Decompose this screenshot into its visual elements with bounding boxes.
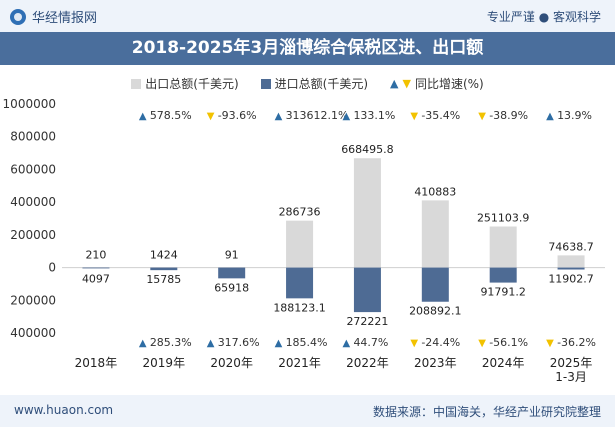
chart-area: 1000000 800000 600000 400000 200000 0 200000 40… (3, 97, 605, 384)
triangle-down-icon: ▼ (207, 111, 215, 122)
export-yoy-label: 13.9% (557, 109, 592, 122)
x-tick-label: 2025年 (550, 356, 593, 370)
x-tick-label: 2024年 (482, 356, 525, 370)
triangle-up-icon: ▲ (275, 338, 283, 349)
triangle-up-icon: ▲ (275, 111, 283, 122)
import-yoy-label: -24.4% (421, 336, 460, 349)
title-bar: 2018-2025年3月淄博综合保税区进、出口额 (0, 32, 615, 65)
y-tick-label: 800000 (10, 130, 56, 144)
triangle-down-icon: ▼ (478, 111, 486, 122)
legend-yoy-label: 同比增速(%) (414, 77, 484, 91)
y-tick-label: 200000 (10, 228, 56, 242)
footer-bar: www.huaon.com 数据来源：中国海关，华经产业研究院整理 (0, 395, 615, 427)
triangle-up-icon: ▲ (342, 338, 350, 349)
import-yoy-label: 317.6% (218, 336, 260, 349)
footer-url[interactable]: www.huaon.com (14, 403, 114, 417)
import-bar (286, 267, 314, 299)
export-bar (421, 200, 449, 268)
x-tick-label: 2021年 (278, 356, 321, 370)
legend-export[interactable]: 出口总额(千美元) (131, 75, 239, 92)
triangle-up-icon: ▲ (342, 111, 350, 122)
export-value-label: 1424 (150, 249, 178, 262)
import-bar (489, 267, 517, 283)
triangle-up-icon: ▲ (139, 338, 147, 349)
x-tick-label: 2022年 (346, 356, 389, 370)
export-value-label: 286736 (279, 206, 321, 219)
import-value-label: 15785 (146, 273, 181, 286)
import-bar (353, 267, 381, 313)
triangle-up-icon: ▲ (546, 111, 554, 122)
x-tick-label: 2019年 (143, 356, 186, 370)
triangle-down-icon: ▼ (402, 76, 411, 90)
triangle-down-icon: ▼ (546, 338, 554, 349)
triangle-down-icon: ▼ (478, 338, 486, 349)
export-value-label: 410883 (414, 185, 456, 198)
import-value-label: 272221 (346, 315, 388, 328)
export-yoy-label: -35.4% (421, 109, 460, 122)
legend-yoy[interactable]: ▲ ▼ 同比增速(%) (390, 75, 484, 92)
import-bar (218, 267, 246, 279)
import-yoy-label: 44.7% (353, 336, 388, 349)
import-bar (421, 267, 449, 302)
y-tick-label: 200000 (10, 293, 56, 307)
export-value-label: 668495.8 (341, 143, 394, 156)
y-tick-label: 0 (48, 261, 56, 275)
export-bar (557, 255, 585, 268)
import-yoy-label: -36.2% (557, 336, 596, 349)
import-value-label: 11902.7 (548, 273, 594, 286)
brand-name: 华经情报网 (32, 11, 98, 26)
brand-logo-icon (10, 8, 26, 25)
y-tick-label: 600000 (10, 162, 56, 176)
legend-import-label: 进口总额(千美元) (274, 77, 369, 91)
top-bar: 华经情报网 专业严谨 ● 客观科学 (0, 0, 615, 32)
legend-import-swatch (260, 78, 271, 89)
import-bar (150, 267, 178, 271)
triangle-up-icon: ▲ (207, 338, 215, 349)
y-tick-label: 400000 (10, 326, 56, 340)
x-tick-label: 2018年 (75, 356, 118, 370)
legend-export-label: 出口总额(千美元) (145, 77, 239, 91)
triangle-up-icon: ▲ (390, 76, 399, 90)
export-bar (353, 158, 381, 268)
import-value-label: 208892.1 (409, 305, 462, 318)
import-value-label: 4097 (82, 273, 110, 286)
tagline: 专业严谨 ● 客观科学 (486, 10, 601, 24)
y-tick-label: 1000000 (3, 97, 56, 111)
import-yoy-label: -56.1% (489, 336, 528, 349)
export-yoy-label: 578.5% (150, 109, 192, 122)
import-yoy-label: 185.4% (286, 336, 328, 349)
export-yoy-label: 313612.1% (286, 109, 349, 122)
import-value-label: 188123.1 (273, 301, 326, 314)
x-tick-label: 2020年 (210, 356, 253, 370)
x-tick-label: 1-3月 (555, 370, 587, 384)
legend-import[interactable]: 进口总额(千美元) (260, 75, 369, 92)
import-value-label: 91791.2 (480, 286, 526, 299)
export-value-label: 91 (225, 249, 239, 262)
y-tick-label: 400000 (10, 195, 56, 209)
triangle-up-icon: ▲ (139, 111, 147, 122)
footer-source: 数据来源：中国海关，华经产业研究院整理 (372, 405, 601, 419)
export-value-label: 210 (85, 249, 106, 262)
legend-export-swatch (131, 78, 142, 89)
brand[interactable]: 华经情报网 (10, 7, 97, 26)
export-yoy-label: -93.6% (218, 109, 257, 122)
import-yoy-label: 285.3% (150, 336, 192, 349)
chart-legend: 出口总额(千美元) 进口总额(千美元) ▲ ▼ 同比增速(%) (0, 75, 615, 92)
triangle-down-icon: ▼ (410, 338, 418, 349)
export-bar (489, 226, 517, 268)
export-value-label: 251103.9 (477, 211, 530, 224)
chart-title: 2018-2025年3月淄博综合保税区进、出口额 (131, 38, 484, 58)
import-bar (557, 267, 585, 270)
import-bar (82, 267, 110, 269)
export-yoy-label: 133.1% (353, 109, 395, 122)
export-yoy-label: -38.9% (489, 109, 528, 122)
triangle-down-icon: ▼ (410, 111, 418, 122)
export-bar (286, 220, 314, 268)
x-tick-label: 2023年 (414, 356, 457, 370)
import-value-label: 65918 (214, 281, 249, 294)
export-value-label: 74638.7 (548, 240, 594, 253)
